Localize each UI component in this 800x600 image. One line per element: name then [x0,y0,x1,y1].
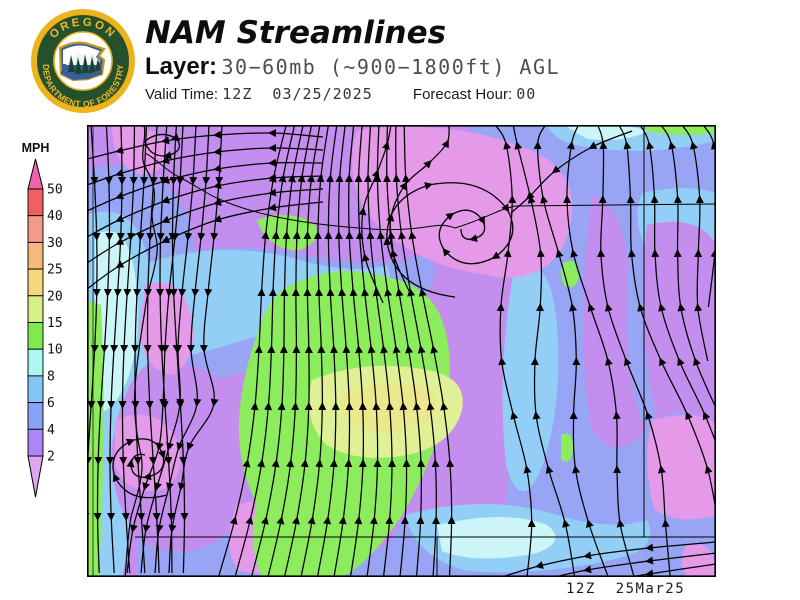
legend-color-segment [27,241,44,270]
vortex-streamline [383,182,514,298]
streamline [702,125,716,308]
legend-color-segment [27,402,44,430]
legend-tick-label: 10 [47,343,63,358]
valid-time-line: Valid Time: 12Z 03/25/2025 Forecast Hour… [145,85,560,103]
legend-color-segment [27,322,44,350]
wind-speed-region-pale_cyan_8_10 [567,125,647,140]
layer-line: Layer: 30−60mb (~900−1800ft) AGL [145,53,560,81]
legend-tick-label: 25 [47,263,63,278]
legend-tick-label: 40 [47,209,63,224]
wind-speed-legend: 50 40 30 25 20 15 10 8 6 4 2 MPH [22,141,63,498]
streamline [358,125,392,304]
legend-arrow-below-min [27,455,44,498]
legend-tick-label: 20 [47,289,63,304]
streamline [639,125,716,445]
legend-color-segment [27,188,44,217]
wind-speed-region-green_10_15 [642,125,716,136]
legend-color-segment [27,348,44,377]
wind-speed-region-calm_pink [647,415,716,520]
legend-tick-label: 2 [47,450,55,465]
vortex-streamline [112,438,168,499]
vortex-streamline [144,133,181,160]
valid-time-label: Valid Time: [145,86,219,103]
odf-logo-icon: OREGON DEPARTMENT OF FORESTRY [31,9,135,113]
streamline [681,125,709,362]
wind-speed-region-calm_pink [681,543,716,577]
streamline [618,125,716,515]
legend-tick-label: 15 [47,316,63,331]
legend-tick-label: 50 [47,183,63,198]
streamline [597,125,671,577]
valid-time-value: 12Z 03/25/2025 [222,85,373,103]
wind-speed-region-pale_cyan_8_10 [437,517,556,559]
streamline [660,125,716,410]
legend-color-segment [27,295,44,323]
legend-tick-label: 4 [47,423,55,438]
legend-color-segment [27,428,44,457]
legend-unit-label: MPH [22,141,50,155]
legend-tick-label: 6 [47,396,55,411]
layer-label: Layer: [145,53,218,80]
wind-speed-region-violet_2_4 [643,221,716,425]
streamline [510,130,633,214]
forecast-hour-label: Forecast Hour: [412,86,513,103]
streamline [316,125,340,577]
layer-value: 30−60mb (~900−1800ft) AGL [221,55,561,79]
map-field [87,125,716,577]
header: NAM Streamlines Layer: 30−60mb (~900−180… [145,16,560,103]
forecast-hour-value: 00 [516,85,537,103]
page-title: NAM Streamlines [145,15,447,51]
map-caption: 12Z 25Mar25 [566,581,686,597]
legend-color-segment [27,375,44,404]
legend-tick-label: 8 [47,369,55,384]
legend-color-segment [27,215,44,243]
streamline-map [87,125,716,577]
streamline [504,541,716,577]
legend-color-segment [27,268,44,297]
legend-arrow-above-max [27,158,44,190]
streamline [300,125,330,577]
logo-state-scene [58,41,106,82]
map-frame [87,125,716,577]
streamline [535,563,716,577]
legend-tick-label: 30 [47,236,63,251]
